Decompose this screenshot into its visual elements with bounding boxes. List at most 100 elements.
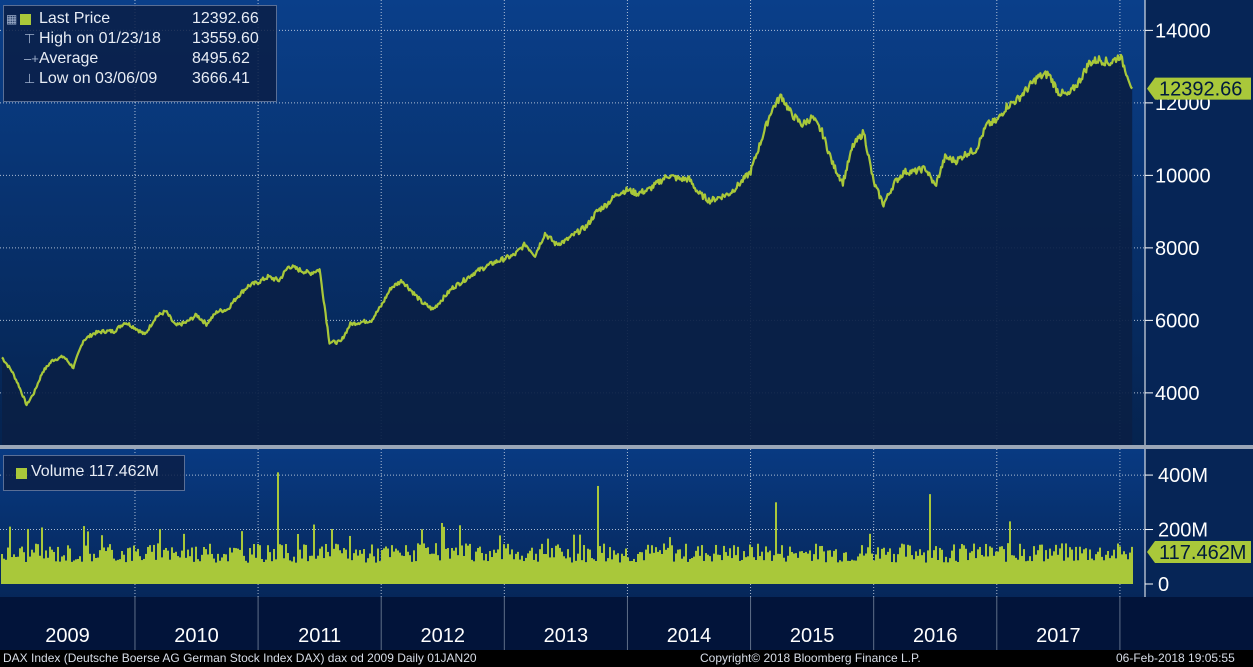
volume-bar bbox=[1071, 549, 1073, 584]
volume-bar bbox=[257, 543, 259, 584]
volume-bar bbox=[853, 560, 855, 584]
volume-bar bbox=[301, 558, 303, 584]
volume-bar bbox=[385, 546, 387, 584]
volume-bar bbox=[617, 553, 619, 584]
volume-bar bbox=[461, 545, 463, 584]
volume-bar bbox=[271, 561, 273, 584]
volume-bar bbox=[1065, 543, 1067, 584]
volume-bar bbox=[1123, 551, 1125, 584]
volume-bar bbox=[269, 552, 271, 584]
volume-bar bbox=[1113, 549, 1115, 584]
volume-bar bbox=[347, 558, 349, 584]
x-axis-background bbox=[0, 597, 1253, 650]
volume-bar bbox=[661, 553, 663, 584]
volume-bar bbox=[417, 543, 419, 584]
volume-bar bbox=[833, 550, 835, 584]
volume-bar bbox=[275, 559, 277, 584]
volume-bar bbox=[725, 552, 727, 584]
volume-bar bbox=[333, 548, 335, 584]
volume-bar bbox=[389, 557, 391, 584]
volume-bar bbox=[1109, 558, 1111, 584]
x-tick-label-2016: 2016 bbox=[913, 625, 958, 647]
volume-bar bbox=[667, 547, 669, 584]
volume-bar bbox=[873, 560, 875, 584]
volume-bar bbox=[273, 548, 275, 584]
volume-bar bbox=[711, 561, 713, 584]
volume-bar bbox=[185, 557, 187, 584]
volume-bar bbox=[261, 559, 263, 584]
volume-bar bbox=[183, 533, 185, 584]
volume-bar bbox=[581, 560, 583, 584]
volume-bar bbox=[749, 544, 751, 584]
volume-bar bbox=[675, 553, 677, 584]
volume-bar bbox=[769, 550, 771, 584]
volume-bar bbox=[349, 535, 351, 584]
volume-bar bbox=[689, 558, 691, 584]
volume-bar bbox=[1119, 546, 1121, 584]
volume-bar bbox=[947, 562, 949, 584]
volume-bar bbox=[359, 550, 361, 584]
volume-bar bbox=[219, 560, 221, 584]
volume-bar bbox=[457, 555, 459, 584]
volume-bar bbox=[81, 561, 83, 584]
volume-bar bbox=[75, 559, 77, 584]
volume-bar bbox=[533, 559, 535, 584]
volume-bar bbox=[961, 543, 963, 584]
volume-swatch-icon bbox=[16, 468, 27, 479]
volume-bar bbox=[941, 549, 943, 584]
volume-bar bbox=[397, 550, 399, 584]
x-tick-label-2012: 2012 bbox=[421, 625, 466, 647]
volume-tick-label-200M: 200M bbox=[1158, 520, 1208, 542]
volume-bar bbox=[233, 547, 235, 584]
volume-bar bbox=[731, 558, 733, 584]
volume-bar bbox=[597, 485, 599, 584]
volume-bar bbox=[897, 554, 899, 584]
volume-bar bbox=[855, 560, 857, 584]
volume-tick-label-0: 0 bbox=[1158, 574, 1169, 596]
volume-bar bbox=[845, 552, 847, 584]
volume-bar bbox=[355, 549, 357, 584]
volume-bar bbox=[885, 554, 887, 584]
volume-bar bbox=[383, 548, 385, 584]
volume-bar bbox=[995, 551, 997, 584]
volume-bar bbox=[125, 562, 127, 584]
volume-bar bbox=[919, 549, 921, 584]
volume-bar bbox=[267, 545, 269, 584]
average-label: Average bbox=[39, 50, 99, 67]
volume-label: Volume 117.462M bbox=[31, 463, 159, 480]
volume-bar bbox=[659, 550, 661, 584]
volume-bar bbox=[189, 556, 191, 584]
price-tick-label-4000: 4000 bbox=[1155, 383, 1200, 405]
volume-bar bbox=[685, 543, 687, 584]
volume-bar bbox=[213, 558, 215, 584]
volume-bar bbox=[881, 548, 883, 584]
volume-bar bbox=[25, 561, 27, 584]
volume-bar bbox=[201, 554, 203, 584]
volume-bar bbox=[297, 533, 299, 584]
volume-bar bbox=[679, 549, 681, 584]
volume-bar bbox=[975, 558, 977, 584]
volume-bar bbox=[465, 543, 467, 584]
volume-bar bbox=[545, 553, 547, 584]
volume-bar bbox=[929, 494, 931, 584]
volume-bar bbox=[523, 561, 525, 584]
volume-bar bbox=[5, 559, 7, 584]
volume-bar bbox=[565, 558, 567, 584]
volume-bar bbox=[31, 549, 33, 584]
axes: 2009 2010 2011 2012 2013 2014 2015 2016 2017 4000… bbox=[45, 0, 1251, 650]
volume-bar bbox=[799, 551, 801, 584]
volume-bar bbox=[1057, 554, 1059, 584]
footer-background bbox=[0, 650, 1253, 667]
volume-bar bbox=[651, 545, 653, 584]
volume-bar bbox=[459, 525, 461, 584]
volume-bar bbox=[101, 535, 103, 584]
volume-bar bbox=[371, 544, 373, 584]
volume-bar bbox=[1103, 560, 1105, 584]
volume-bar bbox=[325, 543, 327, 584]
volume-bar bbox=[29, 556, 31, 584]
volume-bar bbox=[719, 554, 721, 584]
volume-bar bbox=[641, 552, 643, 584]
volume-bar bbox=[1069, 547, 1071, 584]
volume-bar bbox=[95, 557, 97, 584]
volume-bar bbox=[579, 534, 581, 584]
